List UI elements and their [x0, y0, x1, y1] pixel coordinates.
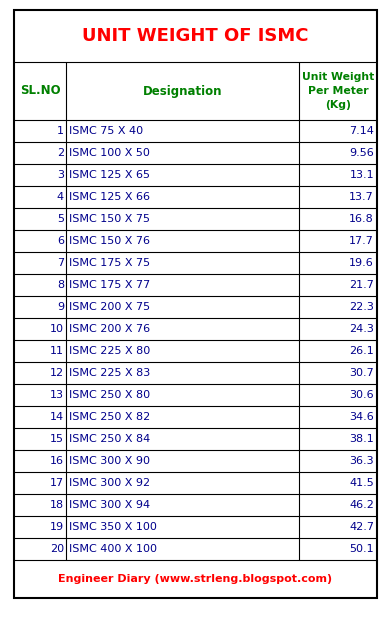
Text: 50.1: 50.1 [350, 544, 374, 554]
Text: ISMC 75 X 40: ISMC 75 X 40 [69, 126, 143, 136]
Text: 4: 4 [57, 192, 64, 202]
Text: ISMC 250 X 84: ISMC 250 X 84 [69, 434, 150, 444]
Text: ISMC 175 X 77: ISMC 175 X 77 [69, 280, 150, 290]
Text: 13.1: 13.1 [350, 170, 374, 180]
Text: 36.3: 36.3 [350, 456, 374, 466]
Text: 34.6: 34.6 [349, 412, 374, 422]
Text: ISMC 125 X 66: ISMC 125 X 66 [69, 192, 150, 202]
Text: ISMC 300 X 92: ISMC 300 X 92 [69, 478, 150, 488]
Text: 1: 1 [57, 126, 64, 136]
Text: 30.6: 30.6 [350, 390, 374, 400]
Text: ISMC 225 X 80: ISMC 225 X 80 [69, 346, 150, 356]
Text: Engineer Diary (www.strleng.blogspot.com): Engineer Diary (www.strleng.blogspot.com… [58, 574, 333, 584]
Text: ISMC 400 X 100: ISMC 400 X 100 [69, 544, 157, 554]
Text: ISMC 250 X 80: ISMC 250 X 80 [69, 390, 150, 400]
Text: 13.7: 13.7 [349, 192, 374, 202]
Text: 13: 13 [50, 390, 64, 400]
Text: 8: 8 [57, 280, 64, 290]
Text: 7: 7 [57, 258, 64, 268]
Text: ISMC 225 X 83: ISMC 225 X 83 [69, 368, 150, 378]
Text: SL.NO: SL.NO [20, 85, 60, 98]
Text: ISMC 125 X 65: ISMC 125 X 65 [69, 170, 150, 180]
Text: Designation: Designation [143, 85, 222, 98]
Text: 5: 5 [57, 214, 64, 224]
Text: 6: 6 [57, 236, 64, 246]
Text: 24.3: 24.3 [349, 324, 374, 334]
Text: 9.56: 9.56 [349, 148, 374, 158]
Text: 7.14: 7.14 [349, 126, 374, 136]
Text: 16: 16 [50, 456, 64, 466]
Text: 17.7: 17.7 [349, 236, 374, 246]
Text: 3: 3 [57, 170, 64, 180]
Text: 15: 15 [50, 434, 64, 444]
Text: 19: 19 [50, 522, 64, 532]
Text: 41.5: 41.5 [349, 478, 374, 488]
Text: 26.1: 26.1 [349, 346, 374, 356]
Text: 16.8: 16.8 [349, 214, 374, 224]
Text: 17: 17 [50, 478, 64, 488]
Text: 9: 9 [57, 302, 64, 312]
Text: ISMC 250 X 82: ISMC 250 X 82 [69, 412, 150, 422]
Text: UNIT WEIGHT OF ISMC: UNIT WEIGHT OF ISMC [82, 27, 309, 45]
Text: 19.6: 19.6 [349, 258, 374, 268]
Text: ISMC 300 X 94: ISMC 300 X 94 [69, 500, 150, 510]
Text: ISMC 200 X 75: ISMC 200 X 75 [69, 302, 150, 312]
Text: 11: 11 [50, 346, 64, 356]
Text: 46.2: 46.2 [349, 500, 374, 510]
Text: 21.7: 21.7 [349, 280, 374, 290]
Text: ISMC 150 X 75: ISMC 150 X 75 [69, 214, 150, 224]
Text: ISMC 350 X 100: ISMC 350 X 100 [69, 522, 157, 532]
Text: 14: 14 [50, 412, 64, 422]
Text: 18: 18 [50, 500, 64, 510]
Text: ISMC 150 X 76: ISMC 150 X 76 [69, 236, 150, 246]
Text: 12: 12 [50, 368, 64, 378]
Text: 2: 2 [57, 148, 64, 158]
Text: 20: 20 [50, 544, 64, 554]
Text: ISMC 300 X 90: ISMC 300 X 90 [69, 456, 150, 466]
Text: 22.3: 22.3 [349, 302, 374, 312]
Text: ISMC 175 X 75: ISMC 175 X 75 [69, 258, 150, 268]
Text: ISMC 200 X 76: ISMC 200 X 76 [69, 324, 150, 334]
Text: 10: 10 [50, 324, 64, 334]
Text: 38.1: 38.1 [349, 434, 374, 444]
Text: 42.7: 42.7 [349, 522, 374, 532]
Text: Unit Weight
Per Meter
(Kg): Unit Weight Per Meter (Kg) [302, 72, 374, 110]
Text: 30.7: 30.7 [349, 368, 374, 378]
Text: ISMC 100 X 50: ISMC 100 X 50 [69, 148, 150, 158]
